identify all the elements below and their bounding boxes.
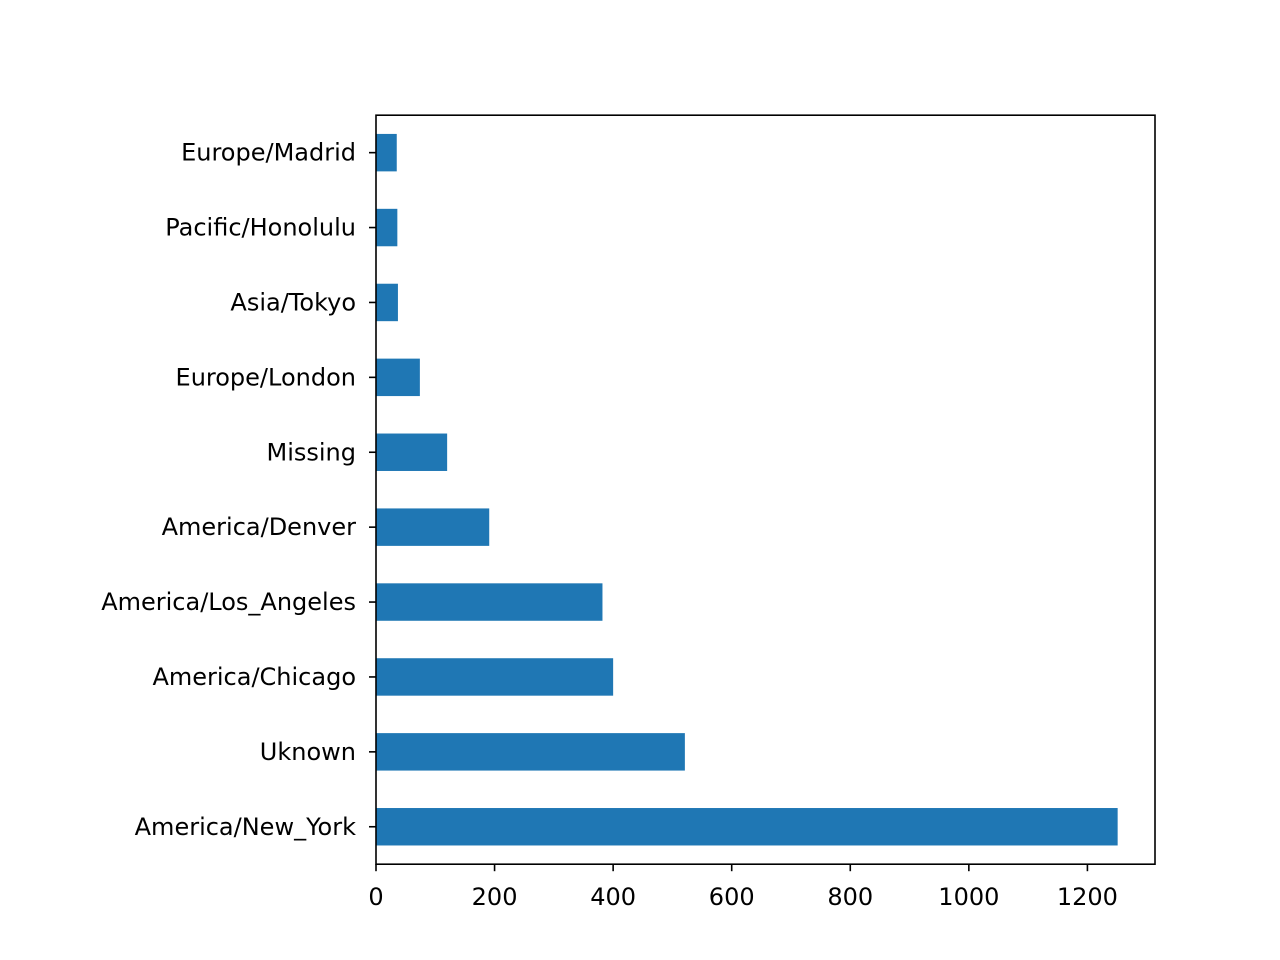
bar-2	[376, 658, 614, 696]
x-axis: 0 200 400 600 800 1000 1200	[368, 864, 1118, 911]
bar-8	[376, 208, 398, 247]
bar-5	[376, 433, 448, 471]
y-tick-label: Europe/London	[176, 363, 356, 391]
y-tick-label: Uknown	[260, 738, 356, 766]
x-tick-label: 800	[827, 883, 873, 911]
y-tick-label: Missing	[267, 438, 357, 466]
bar-3	[376, 583, 603, 621]
x-tick-label: 1000	[938, 883, 999, 911]
x-tick-label: 0	[368, 883, 383, 911]
x-tick-label: 600	[709, 883, 755, 911]
x-tick-label: 200	[472, 883, 518, 911]
bars-group	[376, 133, 1118, 846]
bar-4	[376, 508, 490, 546]
y-tick-label: Pacific/Honolulu	[165, 214, 356, 242]
y-tick-label: America/Los_Angeles	[101, 588, 356, 616]
y-axis: America/New_York Uknown America/Chicago Ame…	[101, 139, 376, 841]
plot-frame	[375, 114, 1156, 865]
bar-7	[376, 283, 398, 322]
bar-1	[376, 733, 685, 771]
y-tick-label: America/New_York	[135, 813, 356, 841]
bar-0	[376, 808, 1118, 846]
y-tick-label: Asia/Tokyo	[230, 288, 356, 316]
x-tick-label: 1200	[1057, 883, 1118, 911]
bar-6	[376, 358, 420, 397]
y-tick-label: Europe/Madrid	[181, 139, 356, 167]
x-tick-label: 400	[590, 883, 636, 911]
bar-9	[376, 133, 397, 172]
y-tick-label: America/Denver	[162, 513, 357, 541]
y-tick-label: America/Chicago	[152, 663, 356, 691]
